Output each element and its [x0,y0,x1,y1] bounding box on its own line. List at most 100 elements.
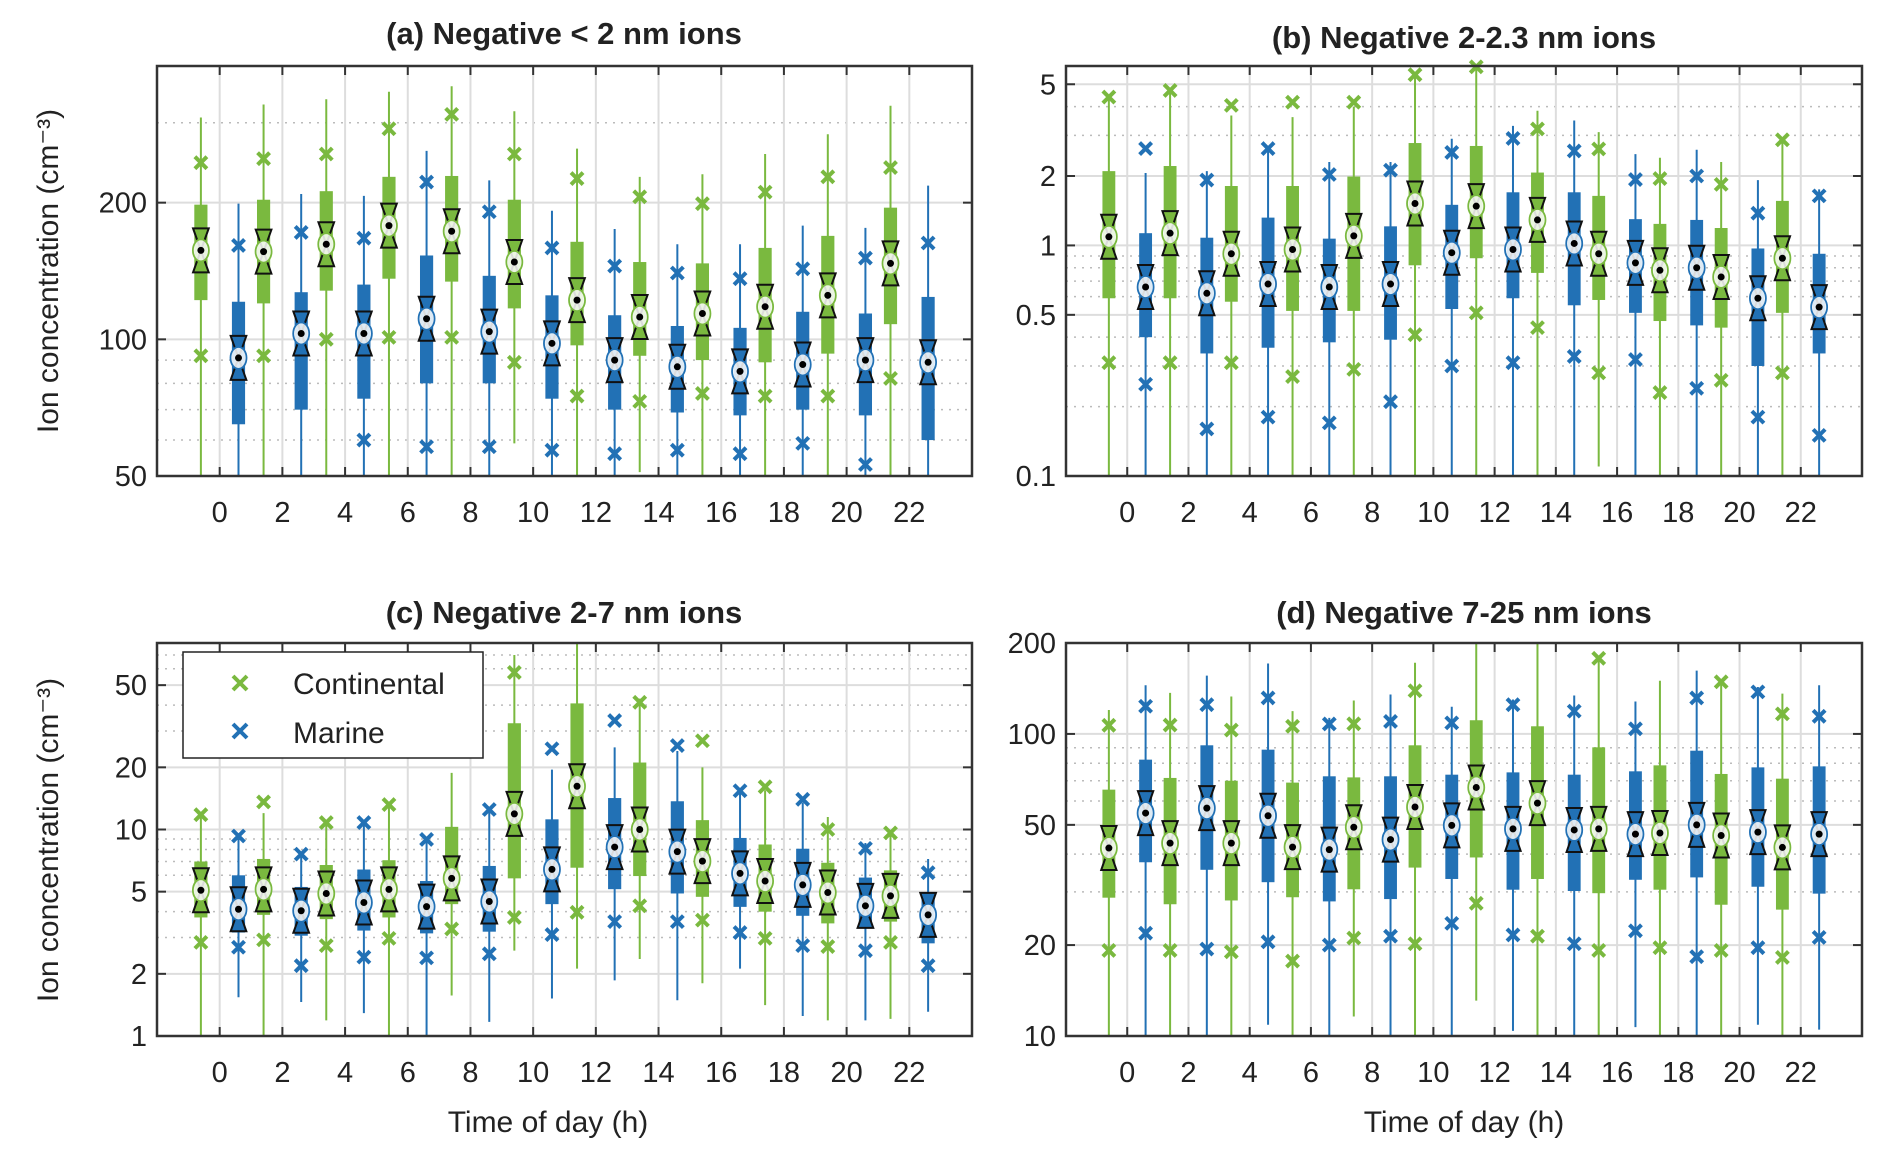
median-notch [229,886,248,933]
median-notch [1197,270,1216,317]
low-percentile-marker [695,386,710,401]
high-percentile-marker [318,815,334,831]
median-notch [1283,226,1302,273]
median-dot [799,881,807,889]
x-tick-label: 4 [1242,497,1258,529]
box-continental-22h [1773,132,1792,476]
high-percentile-marker [1505,131,1521,146]
median-notch [1503,226,1523,273]
median-notch [1687,801,1706,848]
median-dot [322,889,330,897]
high-percentile-marker [506,146,522,162]
high-percentile-marker [256,794,271,810]
low-percentile-marker [757,930,773,946]
box-continental-14h [1528,643,1547,1036]
median-dot [1595,250,1603,258]
x-tick-label: 22 [1785,1057,1817,1089]
box-continental-16h [1589,650,1608,1036]
median-dot [1717,273,1725,281]
box-marine-6h [1320,716,1339,1036]
box-marine-4h [1259,141,1278,476]
median-notch [1320,264,1339,311]
continental-marker-icon [231,674,249,692]
low-percentile-marker [444,921,460,937]
panel-a-title: (a) Negative < 2 nm ions [386,16,742,51]
low-percentile-marker [193,934,209,950]
y-tick-label: 5 [1040,69,1056,101]
high-percentile-marker [607,258,623,274]
median-dot [260,248,268,256]
median-dot [573,782,581,790]
median-notch [1405,783,1425,830]
box-continental-0h [1099,89,1118,476]
low-percentile-marker [1383,394,1398,410]
median-dot [1289,843,1297,851]
high-percentile-marker [1260,690,1276,706]
x-tick-label: 0 [212,1057,228,1089]
x-tick-label: 2 [1180,1057,1196,1089]
high-percentile-marker [820,822,836,837]
high-percentile-marker [481,802,497,817]
median-notch [1099,213,1118,260]
box-marine-14h [668,244,687,476]
low-percentile-marker [1101,355,1117,371]
high-percentile-marker [1628,721,1643,737]
box-marine-0h [229,203,248,476]
low-percentile-marker [256,348,271,364]
low-percentile-marker [607,446,623,462]
median-notch [630,293,649,340]
low-percentile-marker [381,329,397,345]
box-marine-22h [1810,685,1829,1030]
high-percentile-marker [506,665,522,680]
y-tick-label: 2 [1040,161,1056,193]
median-notch [442,855,461,902]
high-percentile-marker [1346,716,1362,732]
high-percentile-marker [1689,168,1705,184]
box-marine-12h [605,713,624,981]
box-continental-12h [567,643,587,969]
median-dot [448,874,456,882]
panel-a: (a) Negative < 2 nm ions Ion concentrati… [32,16,974,529]
box-continental-12h [567,148,587,476]
box-marine-6h [1320,162,1339,476]
box-continental-8h [1344,700,1363,1017]
y-tick-label: 200 [1008,628,1056,660]
series-marine [1136,663,1829,1036]
median-dot [1227,250,1235,258]
median-notch [1589,805,1608,852]
high-percentile-marker [193,155,209,171]
low-percentile-marker [1223,944,1239,960]
low-percentile-marker [883,371,898,386]
high-percentile-marker [669,265,685,281]
median-dot [736,869,744,877]
box-marine-22h [918,858,938,1012]
low-percentile-marker [1530,928,1545,944]
panel-c-xlabel: Time of day (h) [448,1106,649,1139]
high-percentile-marker [1285,718,1300,734]
median-notch [1712,253,1731,300]
median-notch [1344,804,1363,851]
box-continental-10h [1405,662,1425,1036]
median-notch [1136,264,1155,311]
median-dot [1142,283,1150,291]
median-notch [918,891,938,938]
x-tick-label: 18 [768,1057,800,1089]
high-percentile-marker [356,230,372,246]
high-percentile-marker [1689,690,1705,706]
grid [1066,66,1862,477]
y-tick-label: 20 [115,752,147,784]
box-marine-12h [1503,697,1523,1031]
low-percentile-marker [1346,361,1362,377]
box-marine-0h [1136,685,1155,1036]
high-percentile-marker [1321,716,1337,732]
high-percentile-marker [1750,684,1766,700]
high-percentile-marker [795,791,811,807]
box-marine-16h [730,244,750,476]
median-dot [510,810,518,818]
high-percentile-marker [1811,188,1827,204]
x-tick-label: 10 [517,1057,549,1089]
median-notch [1259,792,1278,839]
high-percentile-marker [1774,706,1790,722]
x-tick-label: 8 [462,1057,478,1089]
median-notch [1283,824,1302,871]
